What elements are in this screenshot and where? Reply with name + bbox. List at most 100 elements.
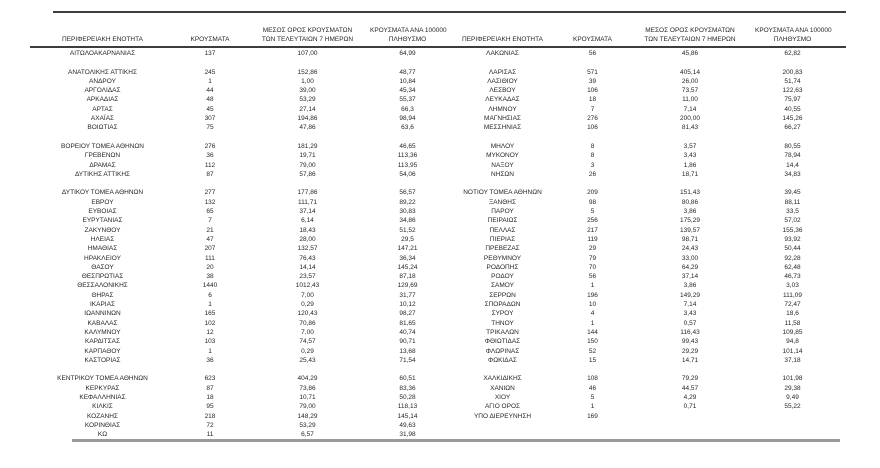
region-name: ΜΥΚΟΝΟΥ [486,152,519,160]
cases-value: 5 [590,208,595,216]
region-name: ΝΟΤΙΟΥ ΤΟΜΕΑ ΑΘΗΝΩΝ [463,189,542,197]
region-name: ΝΗΣΩΝ [491,170,514,178]
per100k-value: 62,48 [784,263,801,271]
header-label-line1: ΚΡΟΥΣΜΑΤΑ ΑΝΑ 100000 [370,27,447,34]
avg7day-value: 148,29 [297,412,318,420]
per100k-value: 62,82 [784,50,801,57]
region-name: ΘΑΣΟΥ [91,263,114,271]
per100k-value: 87,18 [399,273,416,281]
avg7day-value: 33,00 [681,254,699,262]
region-name: ΚΩ [97,431,108,439]
cases-value: 106 [587,87,598,95]
avg7day-value: 3,43 [683,152,697,160]
avg7day-value: 10,71 [299,393,316,401]
cases-value: 8 [590,142,595,150]
table-row: ΚΕΝΤΡΙΚΟΥ ΤΟΜΕΑ ΑΘΗΝΩΝ 623 404,29 60,51 [30,374,445,383]
table-row: ΦΘΙΩΤΙΔΑΣ 150 99,43 94,8 [445,337,848,346]
table-bottom-border [72,439,840,442]
per100k-value: 78,94 [784,152,801,160]
cases-value: 3 [590,161,595,169]
region-name: ΠΡΕΒΕΖΑΣ [485,245,520,253]
region-name: ΚΑΛΥΜΝΟΥ [84,328,121,336]
region-name: ΙΚΑΡΙΑΣ [90,301,115,309]
per100k-value: 51,52 [399,226,416,234]
table-row: ΝΗΣΩΝ 26 18,71 34,83 [445,170,848,179]
header-underline [30,46,846,48]
avg7day-value: 132,57 [297,245,318,253]
cases-value: 276 [587,115,598,123]
table-row: ΦΩΚΙΔΑΣ 15 14,71 37,18 [445,356,848,365]
table-row: ΒΟΙΩΤΙΑΣ 75 47,86 63,6 [30,123,445,132]
cases-value: 70 [588,263,597,271]
cases-value: 21 [206,226,214,234]
avg7day-value: 151,43 [680,189,700,197]
table-row: ΚΕΡΚΥΡΑΣ 87 73,86 83,36 [30,384,445,393]
cases-value: 108 [587,375,598,383]
per100k-value: 88,11 [784,198,801,206]
per100k-value: 92,28 [784,254,801,262]
table-row: ΣΕΡΡΩΝ 196 149,29 111,09 [445,291,848,300]
cases-value: 277 [204,189,216,197]
cases-value: 7 [590,105,595,113]
table-row: ΚΑΡΠΑΘΟΥ 1 0,29 13,68 [30,347,445,356]
per100k-value: 200,83 [782,68,803,76]
avg7day-value: 7,14 [683,105,697,113]
table-row: ΧΙΟΥ 5 4,29 9,49 [445,393,848,402]
per100k-value: 10,12 [399,301,416,309]
table-row: ΕΥΒΟΙΑΣ 65 37,14 30,83 [30,207,445,216]
cases-value: 132 [204,198,216,206]
per100k-value: 14,4 [786,161,799,169]
per100k-value: 54,06 [399,170,416,178]
per100k-value: 94,8 [786,338,799,346]
region-name: ΑΡΚΑΔΙΑΣ [86,96,119,104]
cases-value: 119 [587,235,598,243]
cases-value: 95 [206,403,214,411]
avg7day-value: 74,57 [299,338,316,346]
avg7day-value: 79,00 [299,161,316,169]
cases-value: 207 [204,245,216,253]
avg7day-value: 7,14 [683,301,697,309]
cases-value: 18 [588,96,597,104]
table-row: ΤΗΝΟΥ 1 0,57 11,58 [445,319,848,328]
avg7day-value: 18,71 [681,170,699,178]
row-group: ΚΕΝΤΡΙΚΟΥ ΤΟΜΕΑ ΑΘΗΝΩΝ 623 404,29 60,51 ΚΕΡΚ… [30,374,445,439]
table-row: ΔΥΤΙΚΟΥ ΤΟΜΕΑ ΑΘΗΝΩΝ 277 177,86 56,57 [30,188,445,197]
table-row: ΑΝΔΡΟΥ 1 1,00 10,84 [30,77,445,86]
table-row: ΑΡΚΑΔΙΑΣ 48 53,29 55,37 [30,95,445,104]
per100k-value: 37,18 [784,356,801,364]
region-name: ΧΙΟΥ [494,393,511,401]
avg7day-value: 7,00 [301,291,314,299]
table-row: ΛΑΚΩΝΙΑΣ 56 45,86 62,82 [445,49,848,58]
avg7day-value: 79,29 [681,375,699,383]
per100k-value: 31,98 [399,431,416,439]
cases-value: 56 [588,50,597,57]
cases-value: 256 [587,217,598,225]
table-row: ΛΗΜΝΟΥ 7 7,14 40,55 [445,105,848,114]
table-body: ΑΙΤΩΛΟΑΚΑΡΝΑΝΙΑΣ 137 107,00 64,99 ΑΝΑΤΟΛΙΚΗΣ… [30,49,445,439]
cases-value: 1 [208,77,212,85]
cases-value: 46 [588,384,597,392]
cases-value: 1 [208,347,212,355]
per100k-value: 9,49 [786,393,799,401]
per100k-value: 63,6 [401,124,414,132]
avg7day-value: 116,43 [680,328,700,336]
per100k-value: 72,47 [784,301,801,309]
region-name: ΝΑΞΟΥ [491,161,514,169]
region-name: ΑΝΔΡΟΥ [89,77,116,85]
cases-value: 111 [205,254,215,262]
table-row: ΧΑΝΙΩΝ 46 44,57 29,38 [445,384,848,393]
avg7day-value: 53,29 [299,421,316,429]
table-row: ΣΥΡΟΥ 4 3,43 18,6 [445,309,848,318]
per100k-value: 45,34 [399,87,416,95]
table-row: ΜΗΛΟΥ 8 3,57 80,55 [445,142,848,151]
region-name: ΒΟΡΕΙΟΥ ΤΟΜΕΑ ΑΘΗΝΩΝ [61,142,144,150]
avg7day-value: 37,14 [681,273,699,281]
avg7day-value: 152,86 [297,68,318,76]
per100k-value: 66,3 [401,105,414,113]
cases-value: 26 [588,170,597,178]
avg7day-value: 0,29 [301,301,314,309]
avg7day-value: 3,86 [683,282,697,290]
cases-value: 165 [204,310,216,318]
table-row: ΚΟΖΑΝΗΣ 218 148,29 145,14 [30,412,445,421]
avg7day-value: 53,29 [299,96,316,104]
